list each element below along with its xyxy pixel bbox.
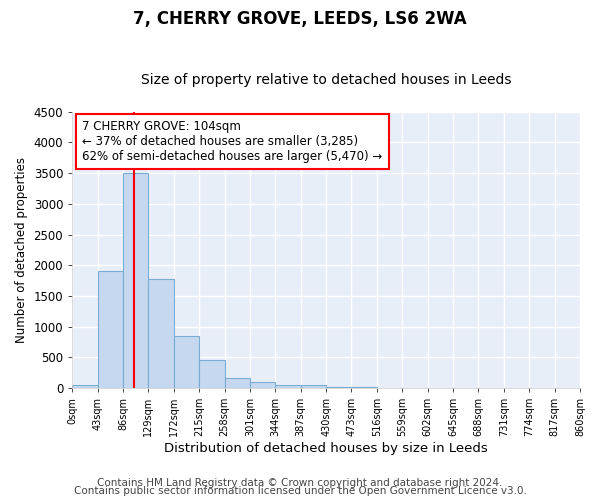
Text: 7, CHERRY GROVE, LEEDS, LS6 2WA: 7, CHERRY GROVE, LEEDS, LS6 2WA xyxy=(133,10,467,28)
Text: Contains public sector information licensed under the Open Government Licence v3: Contains public sector information licen… xyxy=(74,486,526,496)
Bar xyxy=(326,386,352,388)
Bar xyxy=(148,279,174,388)
Bar xyxy=(275,384,301,388)
Bar xyxy=(352,387,377,388)
Bar xyxy=(72,385,98,388)
Y-axis label: Number of detached properties: Number of detached properties xyxy=(15,157,28,343)
Text: Contains HM Land Registry data © Crown copyright and database right 2024.: Contains HM Land Registry data © Crown c… xyxy=(97,478,503,488)
Bar xyxy=(199,360,224,388)
Bar xyxy=(98,272,123,388)
Bar xyxy=(301,386,326,388)
Bar xyxy=(250,382,275,388)
Text: 7 CHERRY GROVE: 104sqm
← 37% of detached houses are smaller (3,285)
62% of semi-: 7 CHERRY GROVE: 104sqm ← 37% of detached… xyxy=(82,120,383,163)
Title: Size of property relative to detached houses in Leeds: Size of property relative to detached ho… xyxy=(141,73,511,87)
Bar xyxy=(224,378,250,388)
X-axis label: Distribution of detached houses by size in Leeds: Distribution of detached houses by size … xyxy=(164,442,488,455)
Bar xyxy=(174,336,199,388)
Bar xyxy=(123,173,148,388)
